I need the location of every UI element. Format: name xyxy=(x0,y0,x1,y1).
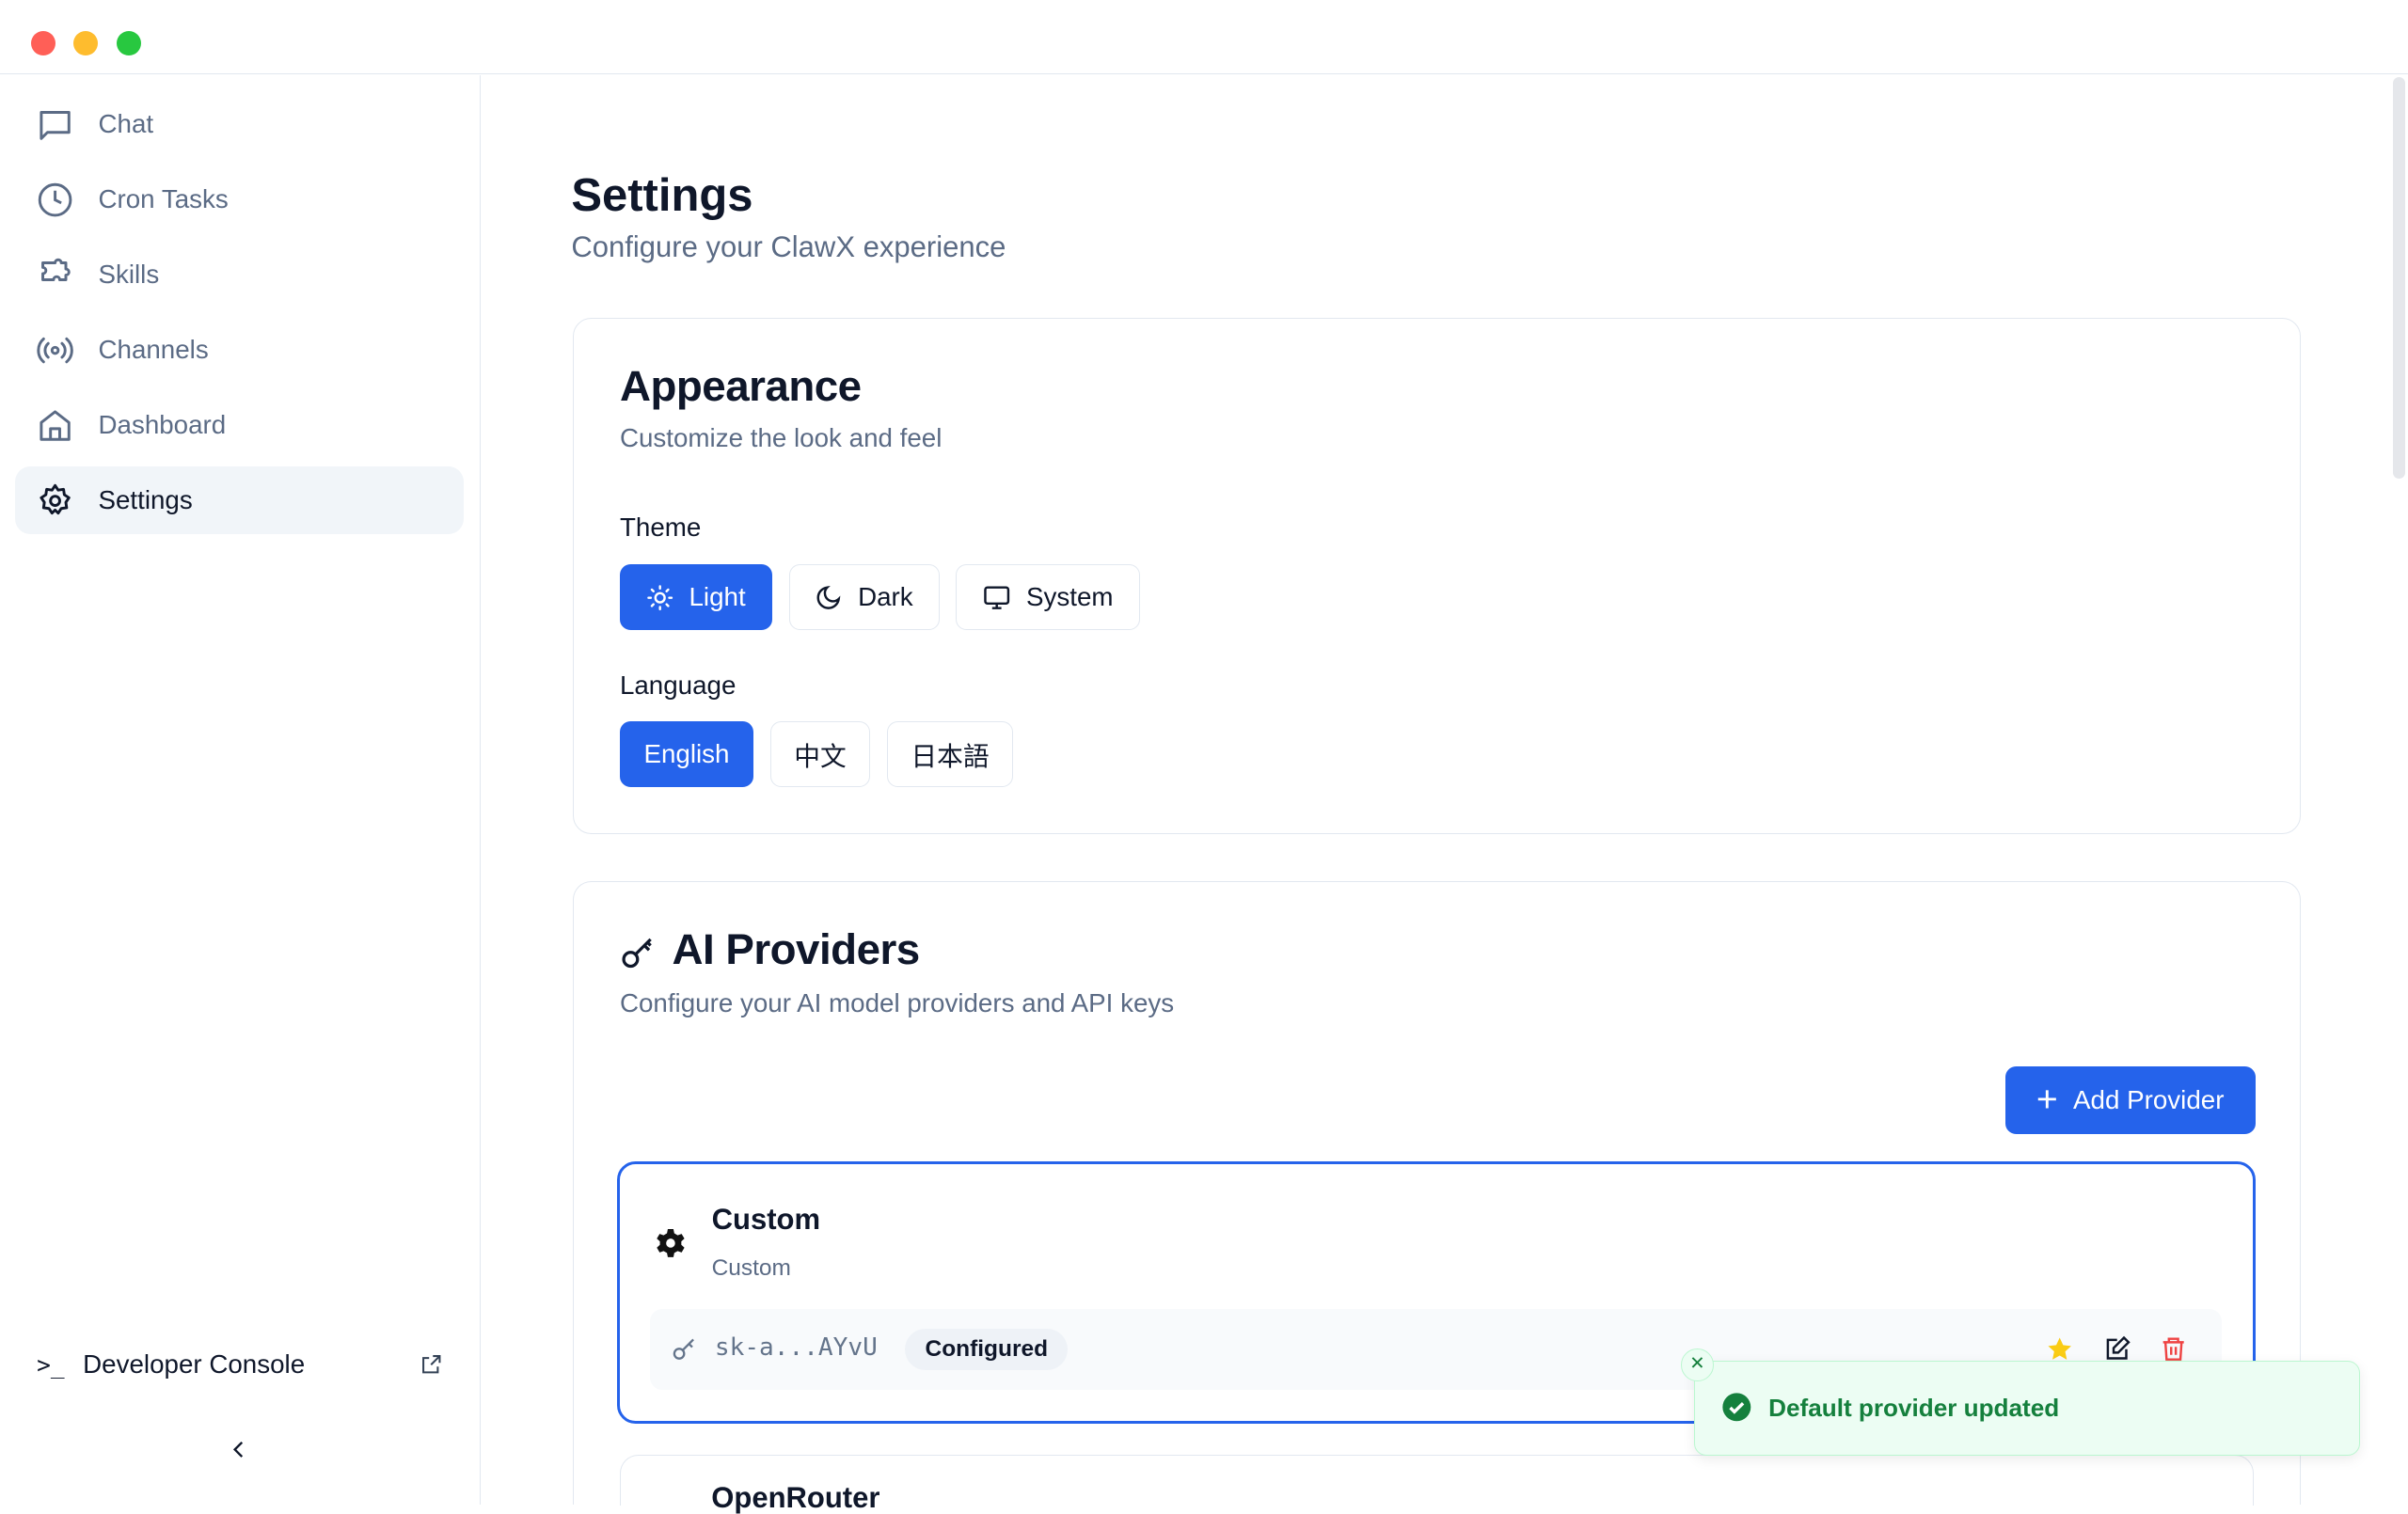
radio-icon xyxy=(37,337,73,363)
sidebar-item-skills[interactable]: Skills xyxy=(15,241,464,308)
appearance-card: Appearance Customize the look and feel T… xyxy=(572,317,2301,834)
theme-label: Theme xyxy=(619,512,702,542)
sidebar-item-channels[interactable]: Channels xyxy=(15,316,464,384)
gear-icon xyxy=(40,483,71,514)
sidebar-item-dashboard[interactable]: Dashboard xyxy=(15,391,464,459)
message-square-icon xyxy=(40,110,71,140)
monitor-icon xyxy=(984,586,1010,609)
sidebar: Chat Cron Tasks Skills Channels Dashboar… xyxy=(0,75,482,1505)
language-english-button[interactable]: English xyxy=(619,720,753,787)
developer-console-link[interactable]: >_ Developer Console xyxy=(37,1344,452,1387)
toast-message: Default provider updated xyxy=(1768,1393,2060,1422)
moon-icon xyxy=(816,585,841,609)
provider-name: OpenRouter xyxy=(711,1481,880,1514)
minimize-window-button[interactable] xyxy=(73,30,99,55)
trash-icon[interactable] xyxy=(2160,1335,2187,1363)
edit-icon[interactable] xyxy=(2103,1335,2131,1363)
maximize-window-button[interactable] xyxy=(117,30,142,55)
page-subtitle: Configure your ClawX experience xyxy=(571,229,1006,263)
puzzle-icon xyxy=(41,258,71,281)
key-icon xyxy=(622,938,652,968)
gear-icon xyxy=(656,1228,685,1257)
close-window-button[interactable] xyxy=(30,30,55,55)
external-link-icon xyxy=(421,1355,441,1374)
sidebar-item-label: Settings xyxy=(98,485,193,515)
sidebar-item-cron-tasks[interactable]: Cron Tasks xyxy=(15,166,464,233)
provider-name: Custom xyxy=(711,1203,821,1237)
sidebar-item-label: Chat xyxy=(98,109,154,139)
check-circle-icon xyxy=(1721,1393,1751,1422)
configured-badge: Configured xyxy=(905,1328,1069,1371)
language-japanese-button[interactable]: 日本語 xyxy=(887,720,1013,787)
provider-type: Custom xyxy=(711,1254,791,1281)
language-label: Language xyxy=(619,670,737,700)
plus-icon: + xyxy=(2036,1080,2058,1121)
collapse-sidebar-chevron-icon[interactable] xyxy=(229,1439,250,1460)
toast-close-button[interactable]: ✕ xyxy=(1681,1348,1714,1382)
clock-icon xyxy=(38,182,72,217)
sidebar-item-label: Skills xyxy=(98,260,160,290)
theme-dark-label: Dark xyxy=(858,582,913,612)
theme-light-button[interactable]: Light xyxy=(619,564,772,631)
sidebar-item-label: Cron Tasks xyxy=(98,184,229,214)
scrollbar-thumb[interactable] xyxy=(2392,76,2405,480)
page-title: Settings xyxy=(571,169,753,221)
add-provider-button[interactable]: + Add Provider xyxy=(2004,1066,2256,1134)
sidebar-item-settings[interactable]: Settings xyxy=(15,466,465,535)
add-provider-label: Add Provider xyxy=(2073,1084,2225,1114)
appearance-subtitle: Customize the look and feel xyxy=(619,422,943,452)
key-icon xyxy=(673,1338,695,1360)
star-icon[interactable] xyxy=(2046,1335,2073,1363)
sun-icon xyxy=(647,584,673,610)
theme-system-button[interactable]: System xyxy=(956,564,1141,631)
language-chinese-button[interactable]: 中文 xyxy=(769,720,871,787)
home-icon xyxy=(40,410,71,441)
sidebar-item-chat[interactable]: Chat xyxy=(15,90,464,158)
toast-notification: ✕ Default provider updated xyxy=(1681,1348,2361,1456)
theme-light-label: Light xyxy=(689,582,746,612)
appearance-title: Appearance xyxy=(619,361,862,410)
sidebar-item-label: Channels xyxy=(98,335,209,365)
theme-system-label: System xyxy=(1026,582,1114,612)
ai-providers-subtitle: Configure your AI model providers and AP… xyxy=(619,987,1175,1017)
ai-providers-title: AI Providers xyxy=(672,924,920,973)
developer-console-label: Developer Console xyxy=(83,1349,306,1380)
api-key-masked: sk-a...AYvU xyxy=(714,1333,878,1362)
title-bar xyxy=(0,0,2408,75)
theme-dark-button[interactable]: Dark xyxy=(788,564,940,631)
sidebar-item-label: Dashboard xyxy=(98,410,227,440)
provider-card-openrouter[interactable]: OpenRouter xyxy=(619,1455,2255,1513)
terminal-icon: >_ xyxy=(37,1350,65,1379)
